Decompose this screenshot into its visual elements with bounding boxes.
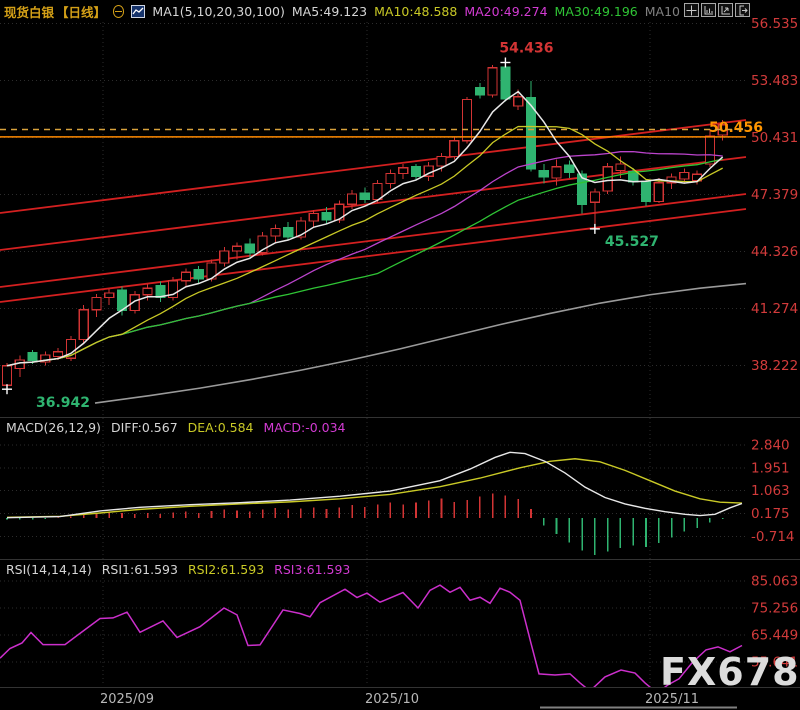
svg-text:2025/11: 2025/11 — [645, 692, 699, 707]
watermark: FX678 — [660, 650, 800, 694]
svg-text:2025/09: 2025/09 — [100, 692, 154, 707]
svg-text:-0.714: -0.714 — [751, 529, 795, 545]
collapse-circle-icon[interactable] — [113, 5, 125, 18]
annotations: 54.436 45.527 36.942 — [2, 40, 659, 411]
ma100-line — [94, 282, 747, 404]
ma30-value: MA30:49.196 — [554, 4, 638, 19]
rsi-line — [0, 584, 743, 687]
svg-text:1.063: 1.063 — [751, 483, 790, 499]
svg-text:53.483: 53.483 — [751, 73, 798, 89]
chart-toolbar — [684, 3, 750, 17]
ma-settings-label: MA1(5,10,20,30,100) — [152, 4, 285, 19]
svg-text:38.222: 38.222 — [751, 358, 798, 374]
symbol-label: 现货白银 — [4, 5, 55, 20]
svg-text:55.641: 55.641 — [751, 654, 798, 670]
rsi3-value: RSI3:61.593 — [274, 562, 351, 577]
macd-layer — [6, 451, 743, 555]
chart-header: 现货白银 【日线】 MA1(5,10,20,30,100) MA5:49.123… — [4, 3, 680, 20]
period-label[interactable]: 【日线】 — [56, 5, 107, 20]
pane-separators — [0, 417, 800, 688]
macd-header: MACD(26,12,9) DIFF:0.567 DEA:0.584 MACD:… — [6, 420, 346, 435]
svg-text:2.840: 2.840 — [751, 437, 790, 453]
trendlines — [0, 119, 747, 303]
dea-line — [6, 458, 743, 519]
svg-text:1.951: 1.951 — [751, 460, 790, 476]
macd-value: MACD:-0.034 — [263, 420, 346, 435]
svg-text:85.063: 85.063 — [751, 573, 798, 589]
svg-text:36.942: 36.942 — [36, 395, 90, 411]
macd-title: MACD(26,12,9) — [6, 420, 101, 435]
ma10-value: MA10:48.588 — [374, 4, 458, 19]
ma20-line — [6, 150, 723, 367]
alert-level-label: 50.456 — [709, 120, 763, 136]
ma5-line — [6, 90, 724, 367]
rsi-header: RSI(14,14,14) RSI1:61.593 RSI2:61.593 RS… — [6, 562, 350, 577]
ma5-value: MA5:49.123 — [291, 4, 368, 19]
svg-text:65.449: 65.449 — [751, 627, 798, 643]
svg-text:56.535: 56.535 — [751, 16, 798, 32]
mini-chart-icon[interactable] — [131, 5, 146, 18]
x-axis-labels: 2025/09 2025/10 2025/11 — [100, 692, 699, 707]
ma20-value: MA20:49.274 — [464, 4, 548, 19]
svg-text:2025/10: 2025/10 — [365, 692, 419, 707]
rsi-title: RSI(14,14,14) — [6, 562, 92, 577]
exit-chart-icon[interactable] — [735, 3, 750, 17]
svg-text:0.175: 0.175 — [751, 506, 790, 522]
svg-text:50.431: 50.431 — [751, 130, 798, 146]
ma10-line — [6, 125, 723, 367]
ma100-label: MA10 — [644, 4, 680, 19]
svg-text:41.274: 41.274 — [751, 301, 798, 317]
rsi1-value: RSI1:61.593 — [101, 562, 178, 577]
macd-dea-value: DEA:0.584 — [187, 420, 254, 435]
ma30-line — [6, 158, 723, 367]
macd-diff-value: DIFF:0.567 — [110, 420, 178, 435]
svg-text:45.527: 45.527 — [605, 234, 659, 250]
axis-pan-icon[interactable] — [718, 3, 733, 17]
svg-text:44.326: 44.326 — [751, 244, 798, 260]
candles-layer[interactable] — [1, 62, 728, 390]
axis-scale-icon[interactable] — [701, 3, 716, 17]
svg-text:54.436: 54.436 — [499, 40, 553, 56]
rsi2-value: RSI2:61.593 — [187, 562, 265, 577]
y-axis-labels: 56.535 53.483 50.431 47.379 44.326 41.274 38.2… — [751, 16, 798, 671]
svg-text:75.256: 75.256 — [751, 600, 798, 616]
svg-text:47.379: 47.379 — [751, 187, 798, 203]
crosshair-move-icon[interactable] — [684, 3, 699, 17]
dif-line — [6, 451, 743, 519]
grid-layer — [0, 22, 746, 686]
